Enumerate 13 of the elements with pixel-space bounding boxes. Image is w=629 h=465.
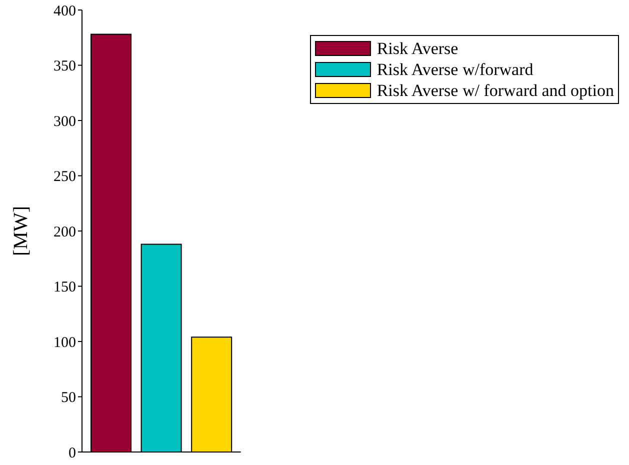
y-tick-label: 0 <box>68 445 76 462</box>
y-tick-label: 250 <box>54 169 76 186</box>
legend-label: Risk Averse w/forward <box>376 60 534 80</box>
legend-label: Risk Averse <box>376 38 458 58</box>
y-axis-title: [MW] <box>10 206 32 256</box>
y-tick-label: 150 <box>54 280 76 296</box>
y-tick-label: 50 <box>61 390 76 406</box>
legend-label: Risk Averse w/ forward and option <box>376 80 614 100</box>
y-tick-label: 350 <box>54 58 76 75</box>
y-tick-label: 200 <box>54 224 76 240</box>
y-tick-label: 300 <box>54 114 76 130</box>
y-tick-label: 400 <box>54 3 76 20</box>
y-tick-label: 100 <box>54 334 76 351</box>
